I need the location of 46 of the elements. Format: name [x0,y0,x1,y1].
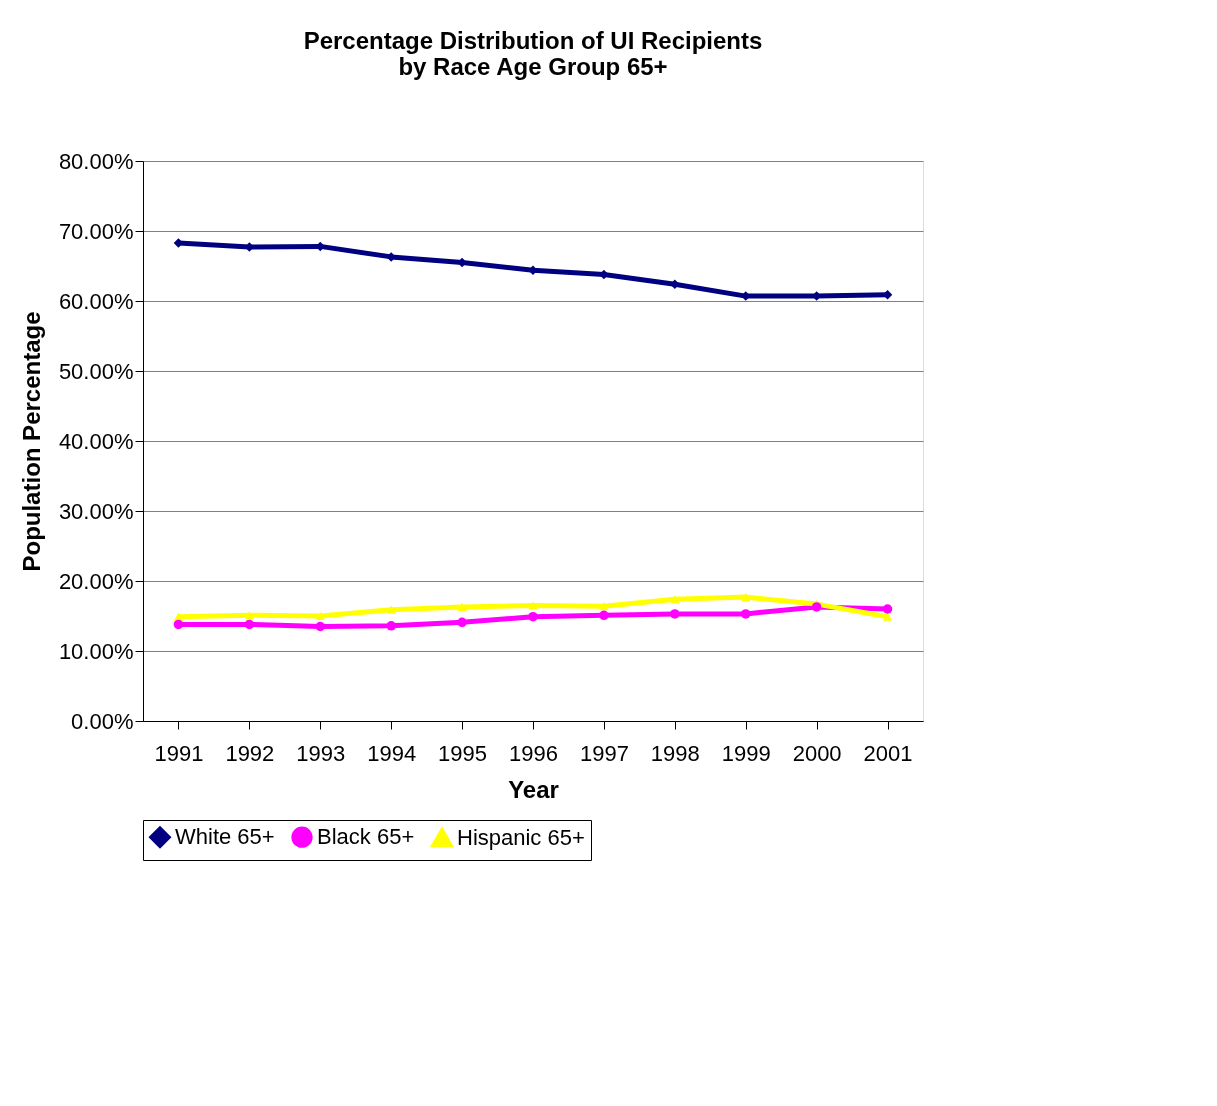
legend-label: Black 65+ [317,824,415,850]
x-tick-label: 1998 [650,740,700,766]
point [670,609,680,619]
x-tick-label: 2000 [792,740,842,766]
y-tick-label: 20.00% [58,568,134,594]
x-tick-label: 1994 [367,740,417,766]
y-tick-label: 0.00% [71,708,134,734]
y-tick-label: 30.00% [58,498,134,524]
x-tick-label: 1996 [509,740,558,766]
point [740,592,751,602]
point [386,621,396,631]
y-tick-label: 70.00% [58,218,134,244]
x-tick-label: 1995 [438,740,488,766]
point [457,617,467,628]
point [882,612,893,621]
point [244,619,255,630]
x-tick-label: 1997 [579,740,629,766]
y-tick-label: 60.00% [58,288,134,314]
x-tick-label: 1999 [721,740,771,766]
point [173,619,184,630]
point [315,621,326,632]
point [528,611,538,622]
y-axis-title: Population Percentage [17,311,45,572]
x-axis-title: Year [508,775,559,803]
x-tick-label: 1991 [154,740,204,766]
point [457,602,467,612]
point [599,602,609,611]
point [882,604,893,614]
point [599,610,609,621]
y-tick-label: 80.00% [58,148,134,174]
x-tick-label: 2001 [863,740,913,766]
y-tick-label: 50.00% [58,358,134,384]
point [740,609,751,619]
point [386,605,396,614]
x-tick-label: 1993 [296,740,346,766]
point [670,595,680,604]
legend-label: Hispanic 65+ [457,824,585,850]
point [244,611,255,620]
legend-label: White 65+ [175,824,275,850]
point [315,611,326,621]
y-tick-label: 40.00% [58,428,134,454]
text: by Race Age Group 65+ [398,53,668,80]
text: Percentage Distribution of UI Recipients [303,27,763,54]
y-tick-label: 10.00% [58,638,134,664]
x-tick-label: 1992 [225,740,275,766]
point [528,601,538,610]
